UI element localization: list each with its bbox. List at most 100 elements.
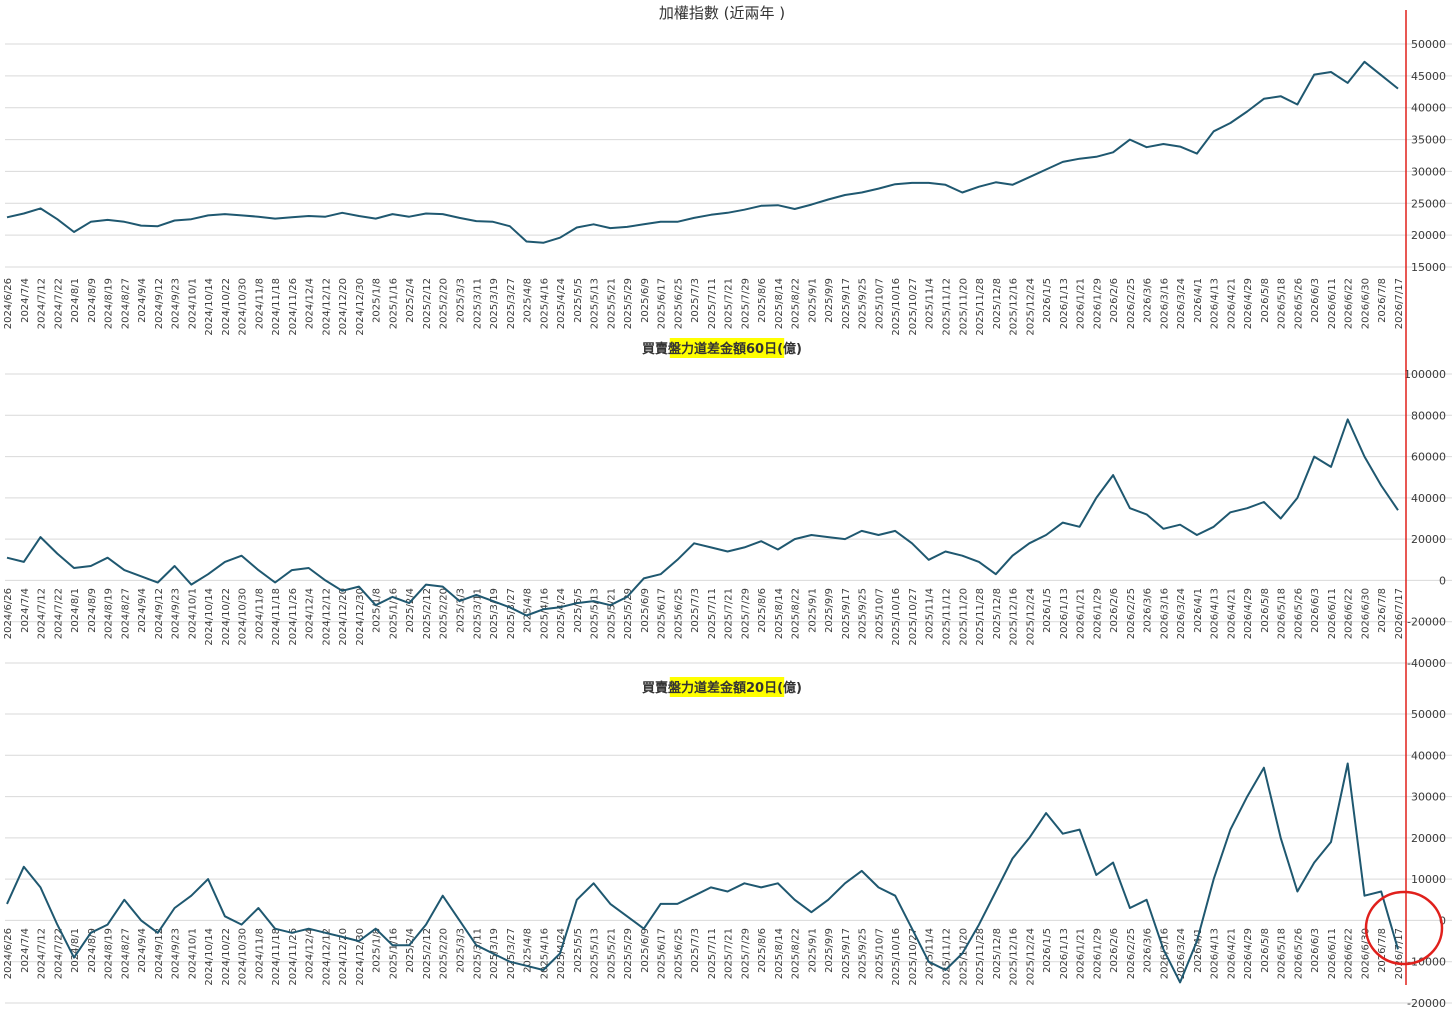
y-tick-label: 60000 [1411,451,1446,464]
x-tick-label: 2025/2/20 [439,588,450,639]
series-line [6,60,1399,244]
x-tick-label: 2025/4/8 [523,588,534,633]
y-tick-label: 40000 [1411,749,1446,762]
y-tick-label: 40000 [1411,102,1446,115]
x-tick-label: 2025/9/9 [824,588,835,633]
x-tick-label: 2024/11/18 [271,278,282,336]
x-tick-label: 2024/7/4 [20,588,31,633]
series-line [6,418,1399,617]
x-tick-label: 2026/5/26 [1293,588,1304,639]
x-tick-label: 2024/8/19 [104,928,115,979]
x-tick-label: 2025/2/12 [422,588,433,639]
x-tick-label: 2025/2/12 [422,928,433,979]
x-tick-label: 2025/7/11 [707,588,718,639]
x-tick-label: 2024/12/4 [305,928,316,979]
x-tick-label: 2024/8/19 [104,588,115,639]
x-tick-label: 2026/3/24 [1176,278,1187,329]
x-tick-label: 2025/8/14 [774,928,785,979]
x-tick-label: 2026/7/17 [1394,588,1405,639]
x-tick-label: 2024/8/9 [87,588,98,633]
x-tick-label: 2026/2/25 [1126,278,1137,329]
x-tick-label: 2026/3/16 [1159,588,1170,639]
x-tick-label: 2026/1/21 [1076,278,1087,329]
x-tick-label: 2024/11/26 [288,278,299,336]
x-tick-label: 2026/5/18 [1277,588,1288,639]
x-tick-label: 2026/1/5 [1042,278,1053,323]
x-tick-label: 2025/5/29 [623,928,634,979]
x-tick-label: 2025/7/29 [740,588,751,639]
x-tick-label: 2024/7/22 [53,588,64,639]
x-tick-label: 2025/3/11 [472,588,483,639]
x-tick-label: 2026/3/6 [1143,928,1154,973]
x-tick-label: 2026/4/29 [1243,928,1254,979]
x-tick-label: 2025/6/9 [640,278,651,323]
x-tick-label: 2025/11/12 [942,928,953,986]
y-tick-label: 15000 [1411,261,1446,274]
x-tick-label: 2025/10/27 [908,928,919,986]
x-tick-label: 2025/6/25 [673,588,684,639]
x-tick-label: 2024/11/18 [271,588,282,646]
x-tick-label: 2026/6/30 [1360,928,1371,979]
x-tick-label: 2026/1/13 [1059,588,1070,639]
x-tick-label: 2026/6/22 [1344,588,1355,639]
x-tick-label: 2024/10/30 [238,278,249,336]
x-tick-label: 2025/11/28 [975,588,986,646]
x-tick-label: 2026/6/11 [1327,588,1338,639]
x-tick-label: 2025/1/8 [372,928,383,973]
x-tick-label: 2025/1/16 [388,278,399,329]
x-tick-label: 2024/7/12 [37,278,48,329]
x-tick-label: 2024/6/26 [3,588,14,639]
x-tick-label: 2026/4/21 [1226,928,1237,979]
x-tick-label: 2025/9/17 [841,928,852,979]
x-tick-label: 2026/4/21 [1226,278,1237,329]
x-tick-label: 2024/6/26 [3,278,14,329]
chart-panel-1: 15000 20000 25000 30000 35000 40000 45000 50000… [3,4,1452,336]
x-tick-label: 2025/4/24 [556,588,567,639]
x-tick-label: 2024/8/9 [87,278,98,323]
x-tick-label: 2024/9/12 [154,928,165,979]
x-tick-label: 2025/11/12 [942,588,953,646]
x-tick-label: 2025/3/27 [506,928,517,979]
x-tick-label: 2026/6/11 [1327,928,1338,979]
x-tick-label: 2025/2/20 [439,928,450,979]
x-tick-label: 2024/10/22 [221,588,232,646]
y-tick-label: 20000 [1411,832,1446,845]
x-tick-label: 2025/12/16 [1009,928,1020,986]
x-tick-label: 2025/3/3 [455,928,466,973]
x-tick-label: 2025/12/8 [992,588,1003,639]
x-tick-label: 2025/12/24 [1025,278,1036,336]
x-tick-label: 2026/1/21 [1076,928,1087,979]
x-tick-label: 2025/6/25 [673,928,684,979]
x-tick-label: 2026/4/13 [1210,928,1221,979]
x-tick-label: 2024/9/12 [154,588,165,639]
x-tick-label: 2026/5/8 [1260,928,1271,973]
x-tick-label: 2025/3/19 [489,278,500,329]
x-tick-label: 2026/6/3 [1310,278,1321,323]
x-tick-label: 2025/7/3 [690,928,701,973]
x-tick-label: 2025/9/25 [858,588,869,639]
x-tick-label: 2026/4/1 [1193,928,1204,973]
x-tick-label: 2024/11/8 [254,928,265,979]
x-tick-label: 2025/10/7 [874,588,885,639]
x-tick-label: 2026/6/30 [1360,588,1371,639]
x-tick-label: 2025/8/6 [757,928,768,973]
x-tick-label: 2025/7/11 [707,928,718,979]
x-tick-label: 2025/12/8 [992,928,1003,979]
x-tick-label: 2025/12/24 [1025,928,1036,986]
x-tick-label: 2026/6/22 [1344,278,1355,329]
x-tick-label: 2024/9/4 [137,928,148,973]
x-tick-label: 2025/6/17 [657,588,668,639]
x-tick-label: 2024/12/4 [305,588,316,639]
x-tick-label: 2024/9/23 [171,928,182,979]
chart-panel-3: -20000-100000100002000030000400005000020… [3,677,1452,1010]
x-tick-label: 2025/2/4 [405,588,416,633]
x-tick-label: 2024/7/12 [37,928,48,979]
x-tick-label: 2025/4/8 [523,928,534,973]
x-tick-label: 2026/2/6 [1109,588,1120,633]
x-tick-label: 2024/8/9 [87,928,98,973]
y-tick-label: 50000 [1411,708,1446,721]
x-tick-label: 2024/12/30 [355,588,366,646]
x-tick-label: 2026/7/8 [1377,278,1388,323]
x-tick-label: 2026/5/26 [1293,928,1304,979]
x-tick-label: 2024/10/14 [204,928,215,986]
